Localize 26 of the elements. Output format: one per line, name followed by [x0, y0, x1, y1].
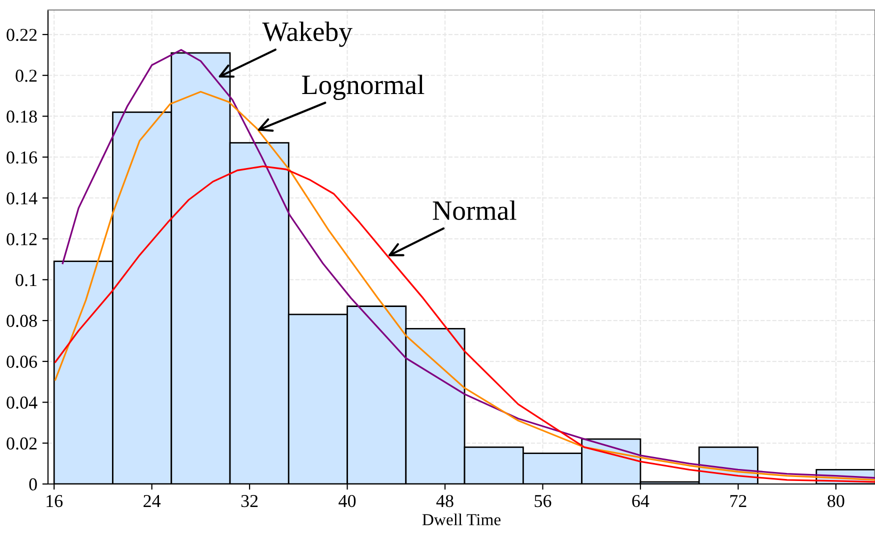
- y-tick-label: 0.18: [6, 110, 37, 123]
- y-tick-label: 0.2: [16, 70, 37, 82]
- annotation: Lognormal: [302, 74, 424, 100]
- x-tick-label: 64: [632, 494, 650, 508]
- annotation: Normal: [432, 200, 516, 220]
- x-tick-label: 56: [534, 494, 552, 508]
- y-tick-label: 0.02: [6, 437, 37, 450]
- x-axis-title: Dwell Time: [422, 514, 501, 526]
- y-tick-label: 0.1: [16, 274, 36, 286]
- y-tick-label: 0.14: [6, 192, 38, 204]
- x-tick-label: 40: [338, 494, 356, 508]
- y-tick-label: 0.16: [6, 151, 38, 164]
- y-tick-label: 0.12: [6, 233, 37, 246]
- x-tick-label: 16: [46, 494, 63, 508]
- x-tick-label: 24: [144, 494, 161, 507]
- y-tick-label: 0.04: [6, 396, 38, 409]
- annotation: Wakeby: [262, 22, 352, 47]
- x-tick-label: 72: [730, 494, 746, 507]
- line-series: [54, 165, 875, 483]
- x-tick-label: 32: [241, 494, 258, 508]
- y-tick-label: 0.08: [6, 314, 37, 328]
- y-tick-label: 0.06: [6, 356, 38, 368]
- x-tick-label: 48: [436, 494, 454, 508]
- x-tick-label: 80: [828, 494, 844, 508]
- y-tick-label: 0.22: [6, 28, 37, 42]
- y-tick-label: 0: [29, 478, 37, 490]
